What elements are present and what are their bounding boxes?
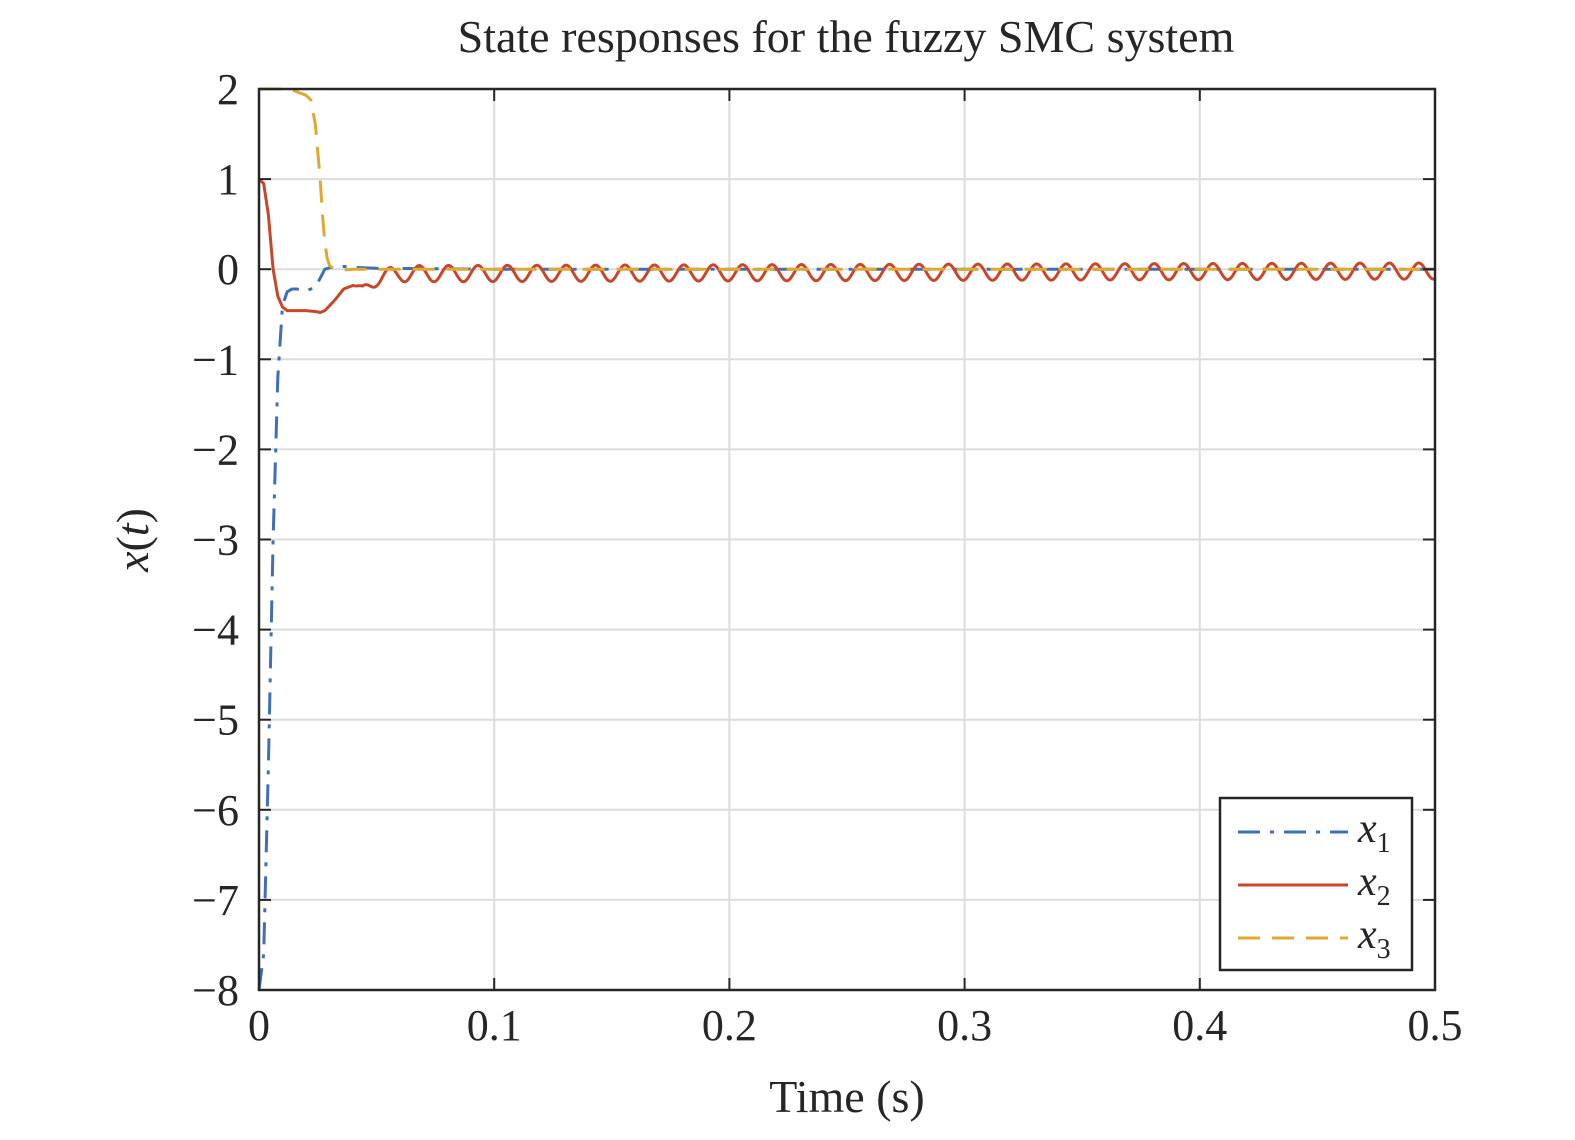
y-tick-label: −5 (192, 696, 239, 745)
y-tick-labels: 2 1 0 −1 −2 −3 −4 −5 −6 −7 −8 (192, 65, 239, 1015)
x-tick-labels: 0 0.1 0.2 0.3 0.4 0.5 (248, 1001, 1463, 1050)
y-axis-label-close-paren: ) (107, 508, 158, 523)
series-line-x3 (259, 87, 1435, 272)
x-tick-label: 0 (248, 1001, 270, 1050)
x-tick-label: 0.1 (467, 1001, 522, 1050)
y-axis-label-arg: t (107, 522, 158, 536)
chart-title: State responses for the fuzzy SMC system (458, 11, 1235, 62)
y-tick-label: −8 (192, 966, 239, 1015)
y-axis-label: x(t) (107, 508, 158, 573)
series-group (257, 87, 1437, 991)
y-tick-label: −7 (192, 876, 239, 925)
y-tick-label: −4 (192, 606, 239, 655)
y-tick-label: −1 (192, 335, 239, 384)
y-axis-label-main: x (107, 551, 158, 573)
x-tick-label: 0.4 (1172, 1001, 1227, 1050)
series-line-x2 (257, 178, 1437, 314)
legend-label-x2: x2 (1357, 859, 1391, 912)
y-tick-label: 1 (217, 155, 239, 204)
legend-label-x3: x3 (1357, 912, 1391, 965)
legend-label-x1: x1 (1357, 806, 1391, 859)
x-tick-label: 0.2 (702, 1001, 757, 1050)
tick-marks (258, 88, 1436, 991)
x-axis-label: Time (s) (769, 1071, 925, 1122)
x-tick-label: 0.5 (1408, 1001, 1463, 1050)
y-tick-label: −2 (192, 425, 239, 474)
y-tick-label: 2 (217, 65, 239, 114)
y-tick-label: 0 (217, 245, 239, 294)
y-tick-label: −3 (192, 516, 239, 565)
y-axis-label-open-paren: ( (107, 536, 158, 551)
y-tick-label: −6 (192, 786, 239, 835)
x-tick-label: 0.3 (937, 1001, 992, 1050)
